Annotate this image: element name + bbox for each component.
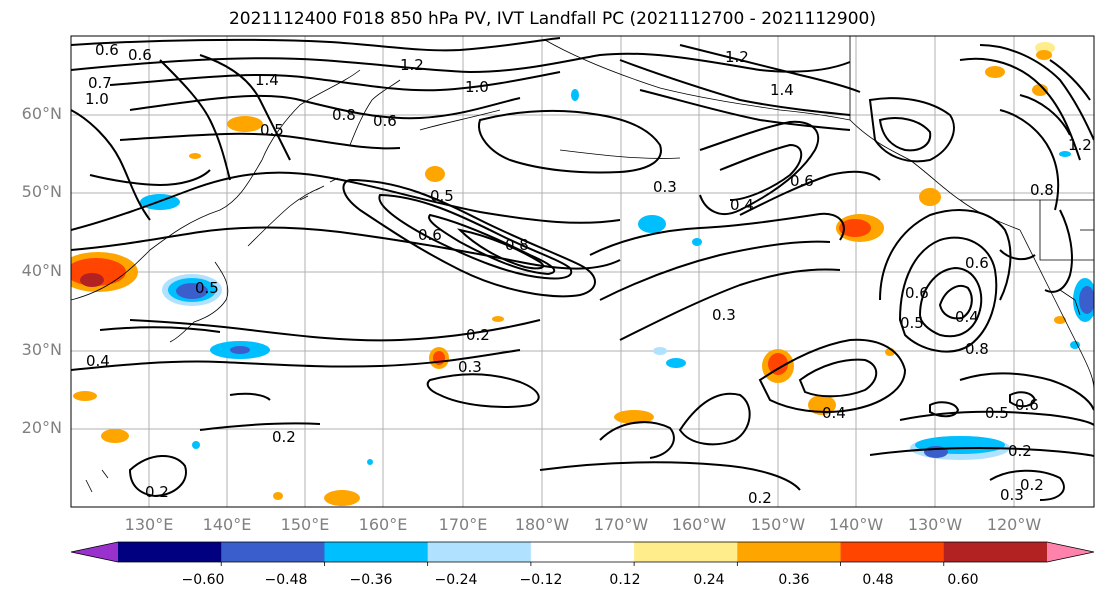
lat-label: 30°N xyxy=(21,340,62,359)
colorbar-tick-label: −0.12 xyxy=(519,572,563,588)
lon-label: 130°W xyxy=(907,515,963,534)
contour-label: 0.3 xyxy=(1000,486,1024,504)
contour-label: 0.8 xyxy=(332,106,356,124)
colorbar-tick-label: −0.24 xyxy=(434,572,478,588)
lon-label: 180°W xyxy=(514,515,570,534)
map-border xyxy=(70,35,1095,508)
contour-labels: 0.6 0.6 0.7 1.0 1.4 1.2 1.0 1.2 1.4 0.5 … xyxy=(85,41,1092,507)
colorbar-outline xyxy=(70,541,1095,563)
lon-label: 120°W xyxy=(986,515,1042,534)
lat-label: 50°N xyxy=(21,182,62,201)
colorbar-tick-label: 0.36 xyxy=(778,572,810,588)
lon-label: 130°E xyxy=(124,515,174,534)
contour-label: 1.2 xyxy=(400,56,424,74)
contour-label: 0.6 xyxy=(373,112,397,130)
map-title: 2021112400 F018 850 hPa PV, IVT Landfall… xyxy=(228,9,876,29)
contour-label: 0.5 xyxy=(900,314,924,332)
colorbar-swatch xyxy=(634,542,738,562)
contour-label: 0.5 xyxy=(260,121,284,139)
shaded-anomalies xyxy=(71,42,1094,506)
contour-label: 0.2 xyxy=(466,326,490,344)
colorbar-swatch xyxy=(118,542,222,562)
contour-label: 0.5 xyxy=(985,404,1009,422)
lon-label: 150°E xyxy=(280,515,330,534)
contour-label: 0.2 xyxy=(1008,442,1032,460)
contour-label: 1.0 xyxy=(465,78,489,96)
contour-label: 0.4 xyxy=(955,308,979,326)
contour-label: 0.7 xyxy=(88,74,112,92)
contour-label: 0.6 xyxy=(965,254,989,272)
contour-label: 0.3 xyxy=(712,306,736,324)
pv-contours xyxy=(71,37,1094,501)
colorbar-swatch xyxy=(737,542,842,562)
contour-label: 0.8 xyxy=(1030,181,1054,199)
contour-label: 0.5 xyxy=(430,187,454,205)
colorbar-swatch xyxy=(530,542,635,562)
contour-label: 0.8 xyxy=(505,236,529,254)
colorbar-tick-label: −0.48 xyxy=(264,572,308,588)
contour-label: 1.4 xyxy=(770,81,794,99)
lat-label: 60°N xyxy=(21,104,62,123)
contour-label: 0.6 xyxy=(418,226,442,244)
lon-label: 160°W xyxy=(671,515,727,534)
lon-label: 140°W xyxy=(828,515,884,534)
contour-label: 0.6 xyxy=(1015,396,1039,414)
lon-label: 140°E xyxy=(202,515,252,534)
contour-label: 1.2 xyxy=(725,48,749,66)
contour-label: 0.5 xyxy=(195,279,219,297)
colorbar-tick-label: 0.48 xyxy=(862,572,894,588)
lat-label: 40°N xyxy=(21,261,62,280)
coastlines xyxy=(71,36,1094,493)
colorbar-tick-label: 0.24 xyxy=(693,572,725,588)
contour-label: 0.2 xyxy=(145,483,169,501)
contour-label: 0.3 xyxy=(653,178,677,196)
contour-label: 0.6 xyxy=(905,284,929,302)
lon-label: 150°W xyxy=(750,515,806,534)
colorbar-swatch xyxy=(840,542,945,562)
colorbar-tick-label: −0.36 xyxy=(349,572,393,588)
colorbar-tick-label: 0.60 xyxy=(947,572,979,588)
colorbar-tick-label: −0.60 xyxy=(181,572,225,588)
contour-label: 0.2 xyxy=(272,428,296,446)
contour-label: 0.4 xyxy=(730,196,754,214)
contour-label: 0.2 xyxy=(1020,476,1044,494)
colorbar-extend-left xyxy=(71,542,118,562)
contour-label: 0.4 xyxy=(822,404,846,422)
colorbar xyxy=(70,541,1095,566)
contour-label: 1.2 xyxy=(1068,136,1092,154)
colorbar-swatch xyxy=(221,542,325,562)
lon-label: 170°W xyxy=(593,515,649,534)
gridlines xyxy=(71,36,1094,507)
colorbar-tick-label: 0.12 xyxy=(609,572,641,588)
lon-label: 160°E xyxy=(358,515,408,534)
contour-label: 0.3 xyxy=(458,358,482,376)
colorbar-extend-right xyxy=(1047,542,1094,562)
contour-label: 0.6 xyxy=(95,41,119,59)
contour-label: 0.4 xyxy=(86,352,110,370)
colorbar-swatch xyxy=(427,542,532,562)
colorbar-swatch xyxy=(324,542,429,562)
colorbar-swatch xyxy=(943,542,1048,562)
contour-label: 1.4 xyxy=(255,71,279,89)
contour-label: 1.0 xyxy=(85,90,109,108)
contour-label: 0.6 xyxy=(128,46,152,64)
contour-label: 0.2 xyxy=(748,489,772,507)
lat-label: 20°N xyxy=(21,418,62,437)
contour-label: 0.6 xyxy=(790,172,814,190)
lon-label: 170°E xyxy=(438,515,488,534)
contour-label: 0.8 xyxy=(965,340,989,358)
